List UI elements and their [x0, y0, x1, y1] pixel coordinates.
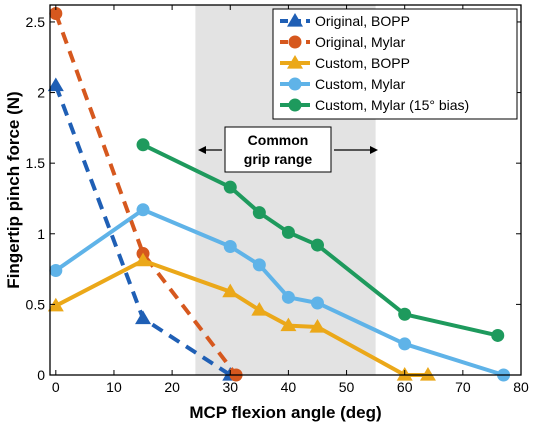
series-2-point-4	[280, 317, 297, 332]
grip-range-arrowhead-right	[370, 146, 378, 154]
series-line-2	[54, 258, 428, 377]
legend-marker-2	[287, 55, 303, 69]
series-3	[49, 203, 511, 382]
common-grip-range-label-line1: Common	[248, 132, 309, 148]
series-0-point-1	[135, 310, 152, 325]
x-axis-label: MCP flexion angle (deg)	[189, 403, 381, 422]
y-tick-label-3: 1.5	[26, 155, 46, 171]
series-2-point-0	[47, 297, 64, 312]
x-tick-label-4: 40	[281, 379, 297, 395]
annotation-layer: Common grip range	[198, 126, 378, 173]
y-axis-label: Fingertip pinch force (N)	[4, 91, 23, 288]
y-tick-label-5: 2.5	[26, 14, 46, 30]
series-3-point-2	[223, 239, 237, 253]
series-3-point-4	[281, 290, 295, 304]
y-tick-label-2: 1	[37, 226, 45, 242]
x-tick-label-3: 30	[222, 379, 238, 395]
y-tick-label-1: 0.5	[26, 296, 46, 312]
series-layer	[47, 6, 511, 382]
x-tick-label-5: 50	[339, 379, 355, 395]
series-line-1	[53, 12, 238, 377]
y-tick-label-4: 2	[37, 85, 45, 101]
series-4	[136, 138, 505, 342]
x-tick-label-0: 0	[52, 379, 60, 395]
series-4-point-2	[252, 206, 266, 220]
common-grip-range-label-line2: grip range	[244, 151, 313, 167]
legend-label-2: Custom, BOPP	[315, 55, 410, 71]
x-tick-label-7: 70	[455, 379, 471, 395]
x-tick-label-2: 20	[164, 379, 180, 395]
legend: Original, BOPP Original, Mylar Custom, BOP…	[272, 8, 518, 120]
series-2-point-7	[419, 367, 436, 381]
x-tick-label-8: 80	[513, 379, 529, 395]
series-3-point-3	[252, 258, 266, 272]
legend-marker-3	[288, 77, 302, 91]
series-3-point-0	[49, 263, 63, 277]
legend-marker-0	[287, 13, 303, 27]
series-2-point-3	[251, 302, 268, 316]
legend-marker-1	[288, 35, 302, 49]
legend-label-1: Original, Mylar	[315, 34, 406, 50]
series-4-point-6	[491, 328, 505, 342]
series-4-point-0	[136, 138, 150, 152]
series-2-point-2	[222, 283, 239, 298]
series-3-point-1	[136, 203, 150, 217]
legend-label-4: Custom, Mylar (15° bias)	[315, 97, 469, 113]
series-0-point-0	[47, 77, 64, 92]
x-tick-label-1: 10	[106, 379, 122, 395]
series-4-point-4	[310, 238, 324, 252]
common-grip-range-box	[224, 126, 332, 173]
series-4-point-5	[398, 307, 412, 321]
plot-frame	[49, 4, 522, 376]
legend-box	[272, 8, 518, 120]
series-2-point-5	[309, 318, 326, 333]
series-1-point-0	[49, 6, 63, 20]
series-2	[47, 252, 436, 381]
series-4-point-1	[223, 180, 237, 194]
legend-marker-4	[288, 98, 302, 112]
series-line-3	[54, 207, 505, 377]
series-3-point-6	[398, 337, 412, 351]
series-4-point-3	[281, 225, 295, 239]
series-3-point-5	[310, 296, 324, 310]
y-tick-label-0: 0	[37, 367, 45, 383]
series-2-point-1	[135, 252, 152, 267]
x-tick-label-6: 60	[397, 379, 413, 395]
legend-label-0: Original, BOPP	[315, 13, 410, 29]
grip-range-arrowhead-left	[198, 146, 206, 154]
legend-label-3: Custom, Mylar	[315, 76, 406, 92]
axes-layer: 0 10 20 30 40 50 60 70 80 0 0.5 1 1.5 2 2.5 MCP flexion…	[4, 4, 529, 422]
